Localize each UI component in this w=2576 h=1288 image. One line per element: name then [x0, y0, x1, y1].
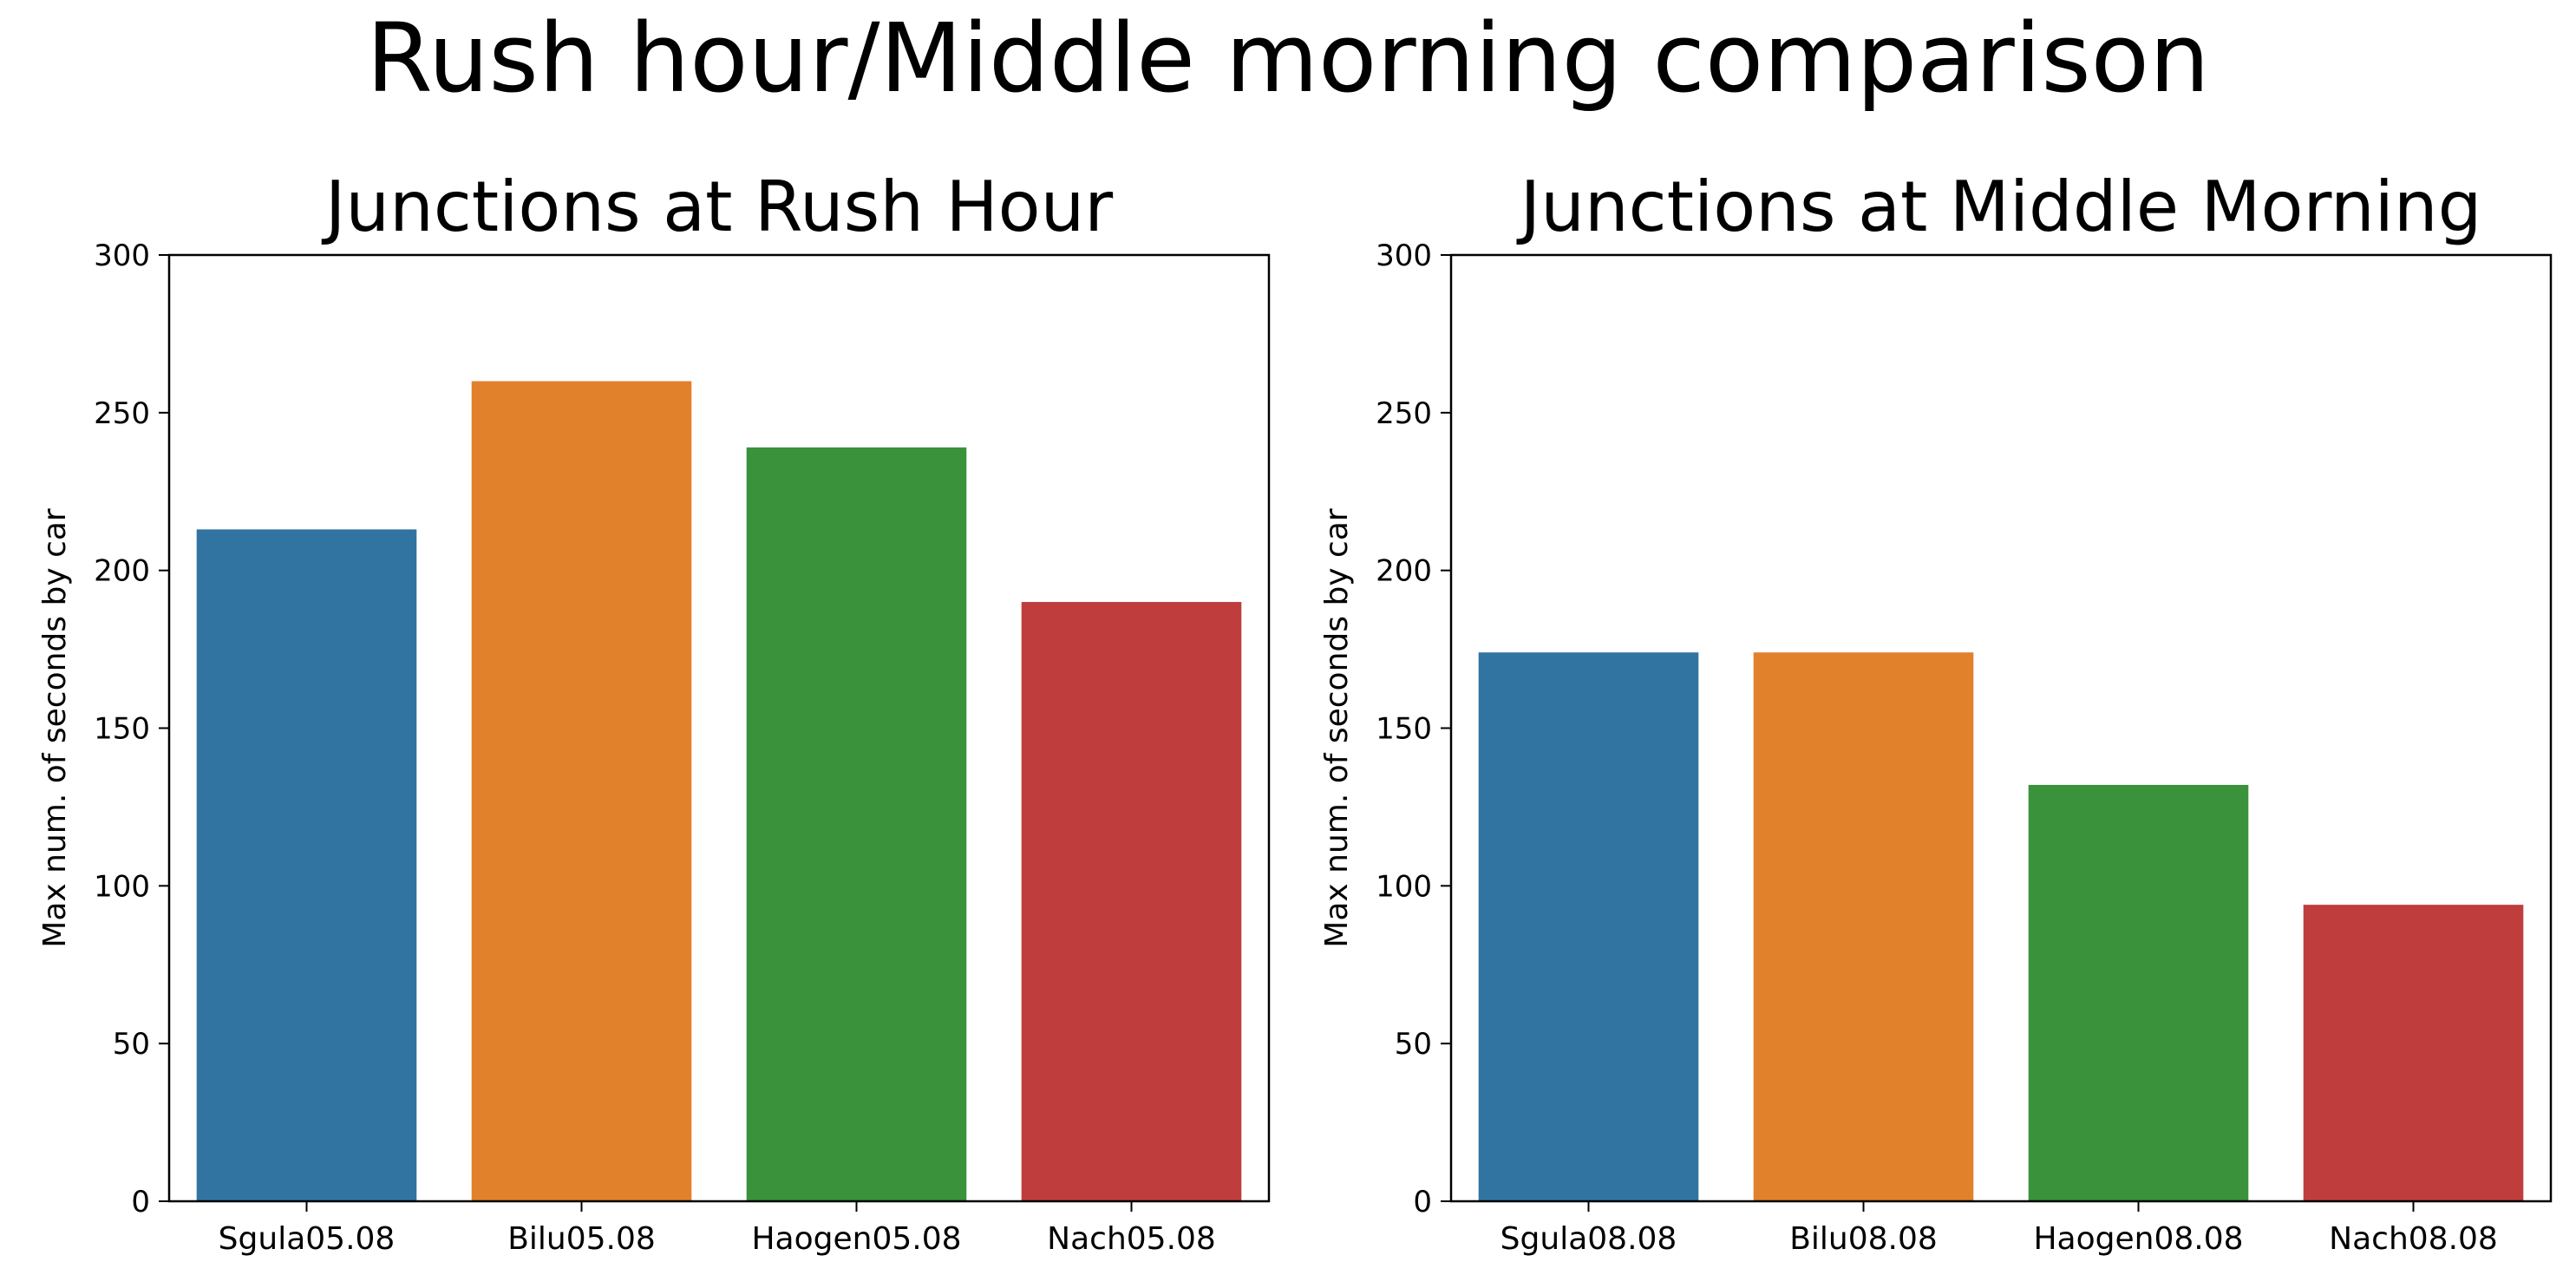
chart-panel-2: 0 50 100 150 200 250 300 Sgula08.08 Bilu08.08 Hao…	[1319, 167, 2553, 1257]
chart-title: Junctions at Rush Hour	[321, 167, 1113, 247]
x-tick-label: Haogen08.08	[2033, 1221, 2243, 1257]
figure-title: Rush hour/Middle morning comparison	[366, 3, 2209, 114]
x-tick-label: Haogen05.08	[751, 1221, 961, 1257]
bar-Nach05.08	[1021, 602, 1242, 1201]
bar-Bilu05.08	[471, 381, 692, 1201]
y-tick-label: 150	[94, 712, 150, 747]
axes-frame	[1449, 253, 2553, 1203]
y-tick-label: 0	[131, 1185, 150, 1219]
x-tick-label: Sgula08.08	[1500, 1221, 1677, 1257]
bar-Sgula08.08	[1478, 652, 1699, 1201]
bar-Sgula05.08	[196, 529, 417, 1201]
x-tick-label: Nach08.08	[2329, 1221, 2498, 1257]
y-axis-label: Max num. of seconds by car	[37, 508, 73, 948]
bar-Nach08.08	[2303, 905, 2524, 1201]
bar-Bilu08.08	[1753, 652, 1974, 1201]
y-tick-label: 250	[94, 396, 150, 431]
x-tick-label: Nach05.08	[1047, 1221, 1216, 1257]
bar-Haogen08.08	[2028, 784, 2249, 1201]
y-tick-label: 0	[1413, 1185, 1432, 1219]
y-tick-label: 300	[94, 239, 150, 273]
y-tick-label: 250	[1376, 396, 1432, 431]
y-tick-label: 100	[94, 869, 150, 904]
chart-panel-1: 0 50 100 150 200 250 300 Sgula05.08 Bilu05.08 Hao…	[37, 167, 1271, 1257]
y-tick-label: 200	[1376, 554, 1432, 589]
y-tick-label: 200	[94, 554, 150, 589]
y-tick-label: 300	[1376, 239, 1432, 273]
y-axis-label: Max num. of seconds by car	[1319, 508, 1355, 948]
chart-title: Junctions at Middle Morning	[1516, 167, 2482, 247]
x-tick-label: Bilu08.08	[1789, 1221, 1938, 1257]
y-tick-label: 50	[113, 1027, 150, 1062]
x-tick-label: Bilu05.08	[507, 1221, 656, 1257]
y-tick-label: 150	[1376, 712, 1432, 747]
bar-Haogen05.08	[746, 447, 967, 1201]
x-tick-label: Sgula05.08	[219, 1221, 396, 1257]
y-tick-label: 50	[1395, 1027, 1432, 1062]
y-tick-label: 100	[1376, 869, 1432, 904]
axes-frame	[167, 253, 1271, 1203]
